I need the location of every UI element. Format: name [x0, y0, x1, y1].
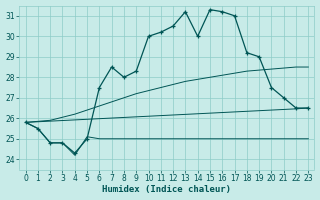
- X-axis label: Humidex (Indice chaleur): Humidex (Indice chaleur): [102, 185, 231, 194]
